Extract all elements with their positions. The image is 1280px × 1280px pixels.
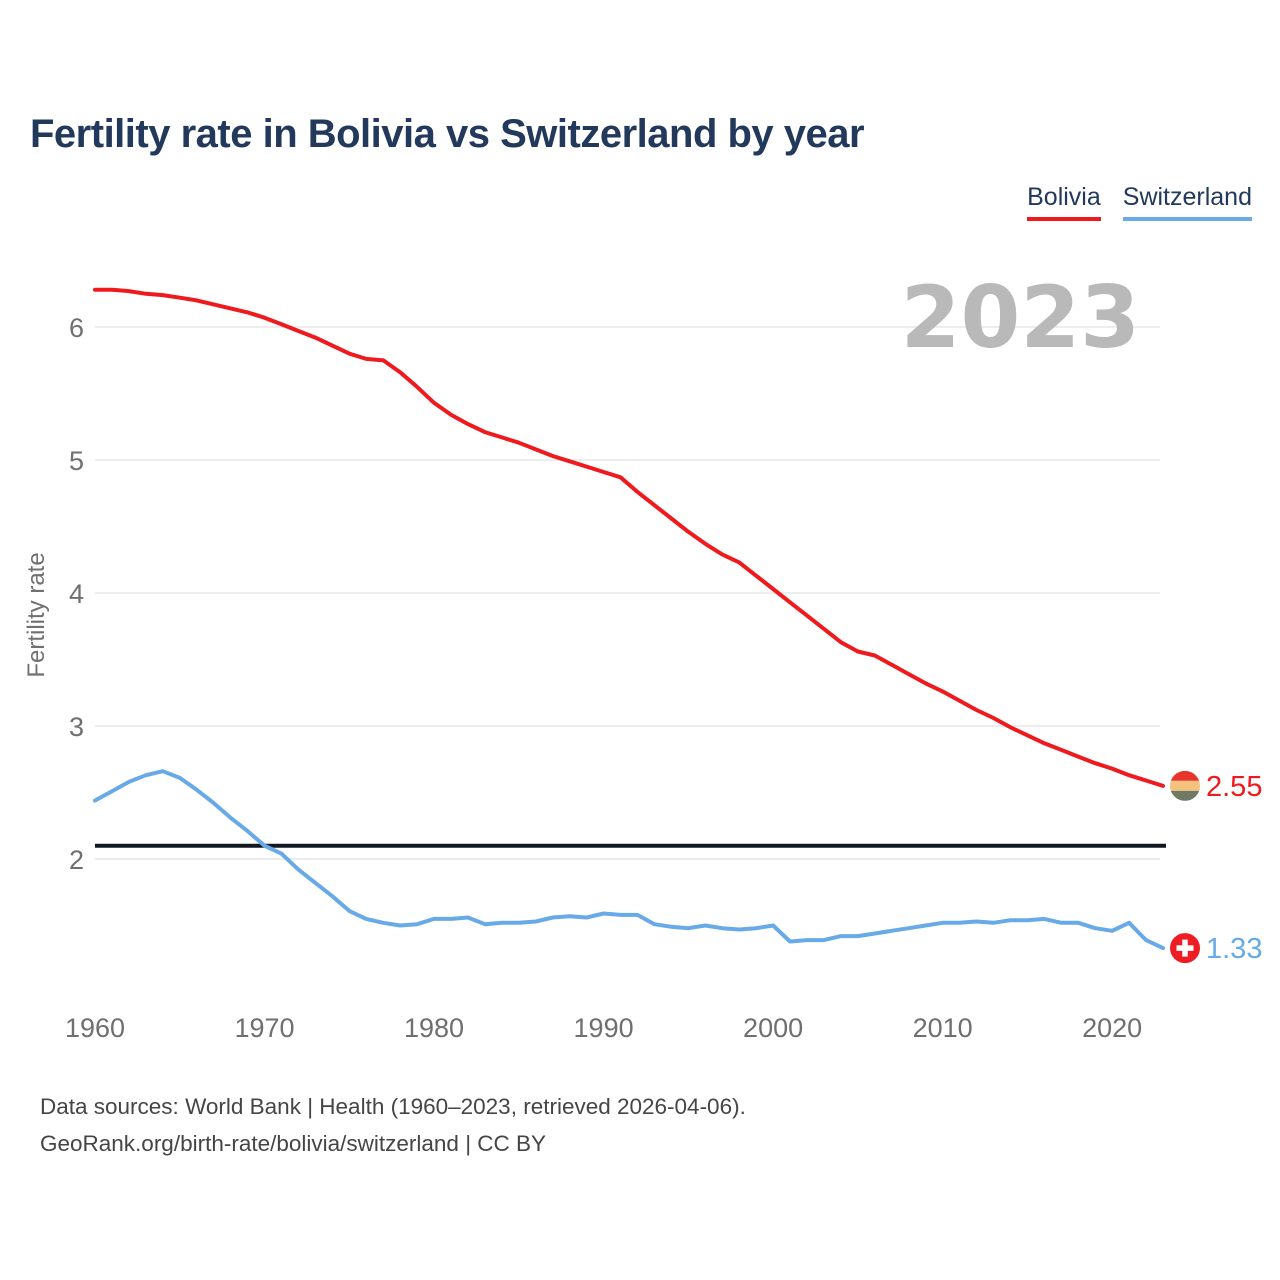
y-tick-label-2: 2: [69, 845, 84, 875]
x-tick-label-1970: 1970: [234, 1013, 294, 1043]
y-tick-label-6: 6: [69, 313, 84, 343]
footer-source-line: Data sources: World Bank | Health (1960–…: [40, 1094, 746, 1119]
watermark-year: 2023: [901, 268, 1140, 368]
x-tick-label-2000: 2000: [743, 1013, 803, 1043]
y-axis-title: Fertility rate: [23, 552, 50, 677]
x-tick-label-1980: 1980: [404, 1013, 464, 1043]
legend-item-bolivia[interactable]: Bolivia: [1027, 183, 1101, 221]
flag-switzerland-icon: [1170, 933, 1200, 964]
chart-footer: Data sources: World Bank | Health (1960–…: [40, 1088, 746, 1162]
legend-item-switzerland[interactable]: Switzerland: [1122, 183, 1252, 221]
page-title: Fertility rate in Bolivia vs Switzerland…: [30, 112, 865, 156]
series-line-switzerland: [93, 769, 1165, 951]
footer-attribution-line: GeoRank.org/birth-rate/bolivia/switzerla…: [40, 1131, 547, 1156]
legend: Bolivia Switzerland: [1027, 183, 1252, 221]
y-tick-label-3: 3: [69, 712, 84, 742]
chart-svg: 2 3 4 5 6 2023 Fertility rate 1960 1970 1980 1990 2…: [23, 268, 1262, 1043]
x-tick-label-1960: 1960: [65, 1013, 125, 1043]
x-tick-label-2020: 2020: [1082, 1013, 1142, 1043]
y-tick-label-4: 4: [69, 579, 84, 609]
x-tick-label-2010: 2010: [913, 1013, 973, 1043]
y-tick-label-5: 5: [69, 446, 84, 476]
end-value-switzerland: 1.33: [1206, 933, 1262, 965]
end-value-bolivia: 2.55: [1206, 771, 1262, 803]
series-line-bolivia: [93, 287, 1165, 788]
flag-bolivia-icon: [1170, 770, 1200, 801]
x-tick-label-1990: 1990: [574, 1013, 634, 1043]
